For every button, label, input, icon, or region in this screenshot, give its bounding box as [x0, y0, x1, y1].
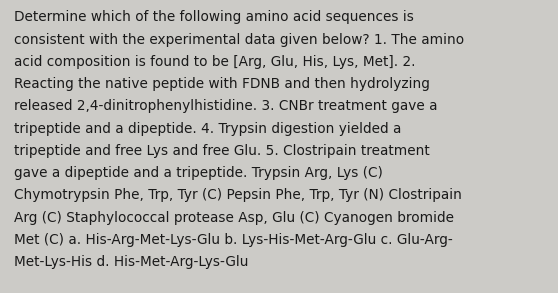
Text: Met (C) a. His-Arg-Met-Lys-Glu b. Lys-His-Met-Arg-Glu c. Glu-Arg-: Met (C) a. His-Arg-Met-Lys-Glu b. Lys-Hi… — [14, 233, 453, 247]
Text: Determine which of the following amino acid sequences is: Determine which of the following amino a… — [14, 10, 414, 24]
Text: Arg (C) Staphylococcal protease Asp, Glu (C) Cyanogen bromide: Arg (C) Staphylococcal protease Asp, Glu… — [14, 211, 454, 225]
Text: acid composition is found to be [Arg, Glu, His, Lys, Met]. 2.: acid composition is found to be [Arg, Gl… — [14, 55, 416, 69]
Text: Reacting the native peptide with FDNB and then hydrolyzing: Reacting the native peptide with FDNB an… — [14, 77, 430, 91]
Text: released 2,4-dinitrophenylhistidine. 3. CNBr treatment gave a: released 2,4-dinitrophenylhistidine. 3. … — [14, 99, 437, 113]
Text: gave a dipeptide and a tripeptide. Trypsin Arg, Lys (C): gave a dipeptide and a tripeptide. Tryps… — [14, 166, 383, 180]
Text: tripeptide and free Lys and free Glu. 5. Clostripain treatment: tripeptide and free Lys and free Glu. 5.… — [14, 144, 430, 158]
Text: tripeptide and a dipeptide. 4. Trypsin digestion yielded a: tripeptide and a dipeptide. 4. Trypsin d… — [14, 122, 401, 136]
Text: consistent with the experimental data given below? 1. The amino: consistent with the experimental data gi… — [14, 33, 464, 47]
Text: Chymotrypsin Phe, Trp, Tyr (C) Pepsin Phe, Trp, Tyr (N) Clostripain: Chymotrypsin Phe, Trp, Tyr (C) Pepsin Ph… — [14, 188, 462, 202]
Text: Met-Lys-His d. His-Met-Arg-Lys-Glu: Met-Lys-His d. His-Met-Arg-Lys-Glu — [14, 255, 248, 269]
